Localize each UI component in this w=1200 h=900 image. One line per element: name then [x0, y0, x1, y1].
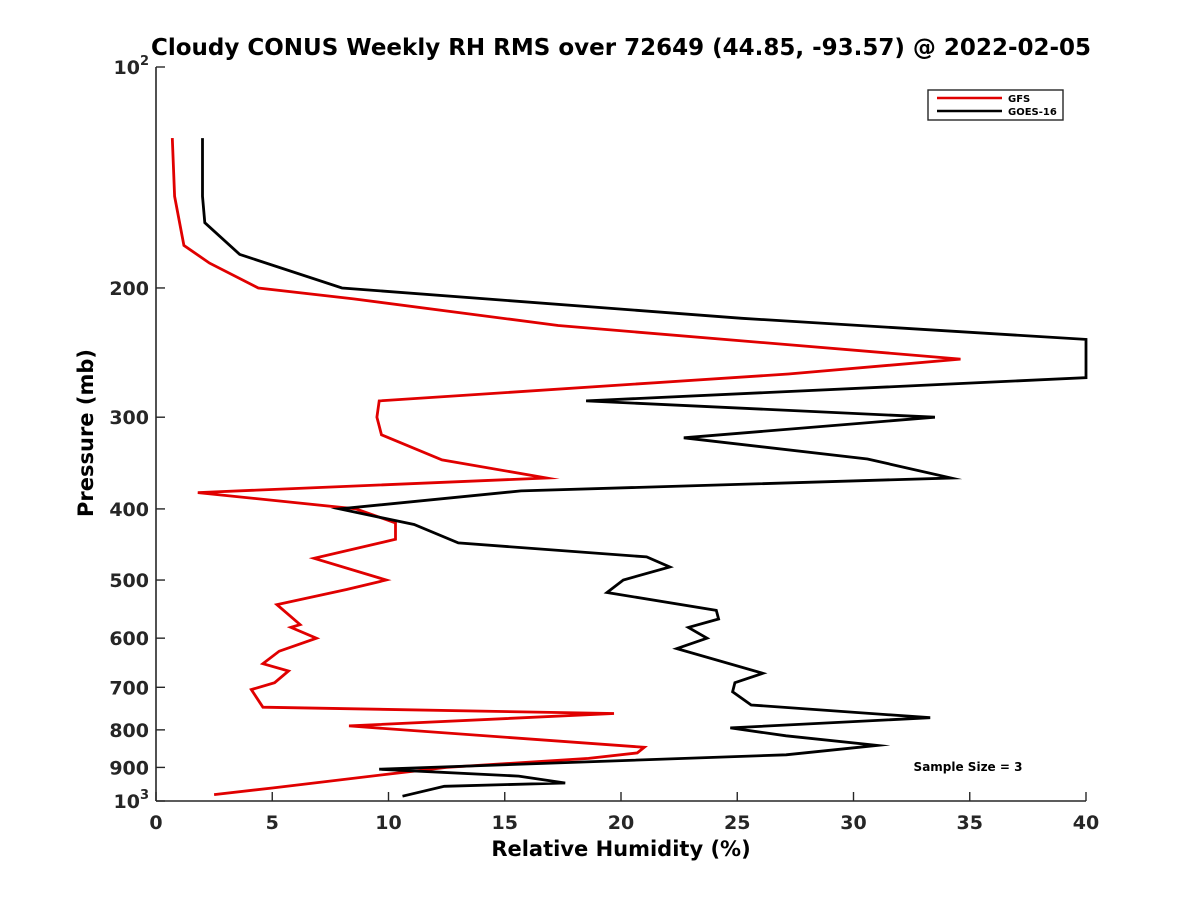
- y-tick-label: 800: [109, 720, 149, 742]
- y-tick-label: 300: [109, 407, 149, 429]
- x-tick-label: 5: [266, 812, 279, 834]
- y-tick-label: 500: [109, 570, 149, 592]
- sample-size-annotation: Sample Size = 3: [914, 760, 1023, 774]
- y-tick-label: 200: [109, 278, 149, 300]
- legend: GFS GOES-16: [927, 89, 1064, 121]
- x-tick-label: 10: [375, 812, 401, 834]
- legend-label: GFS: [1008, 94, 1030, 105]
- y-tick-label: 103: [114, 788, 150, 813]
- x-tick-label: 15: [492, 812, 518, 834]
- y-axis-label: Pressure (mb): [74, 349, 98, 517]
- axes: 0 5 10 15 20 25 30 35 40 102 200 300 400 500 600 700 800…: [109, 54, 1099, 834]
- x-tick-label: 40: [1073, 812, 1099, 834]
- y-tick-label: 600: [109, 628, 149, 650]
- legend-label: GOES-16: [1008, 107, 1057, 118]
- legend-box: [927, 89, 1064, 121]
- y-tick-label: 102: [114, 54, 150, 79]
- chart-title: Cloudy CONUS Weekly RH RMS over 72649 (4…: [151, 35, 1091, 61]
- x-tick-label: 25: [724, 812, 750, 834]
- y-tick-label: 900: [109, 757, 149, 779]
- x-tick-label: 20: [608, 812, 634, 834]
- x-tick-label: 35: [957, 812, 983, 834]
- series-line-gfs: [170, 138, 961, 796]
- series-layer: [170, 138, 1088, 798]
- x-axis-label: Relative Humidity (%): [491, 837, 750, 861]
- x-tick-label: 30: [840, 812, 866, 834]
- y-tick-label: 700: [109, 677, 149, 699]
- series-line-goes-16: [201, 138, 1088, 798]
- y-tick-label: 400: [109, 499, 149, 521]
- x-tick-label: 0: [149, 812, 162, 834]
